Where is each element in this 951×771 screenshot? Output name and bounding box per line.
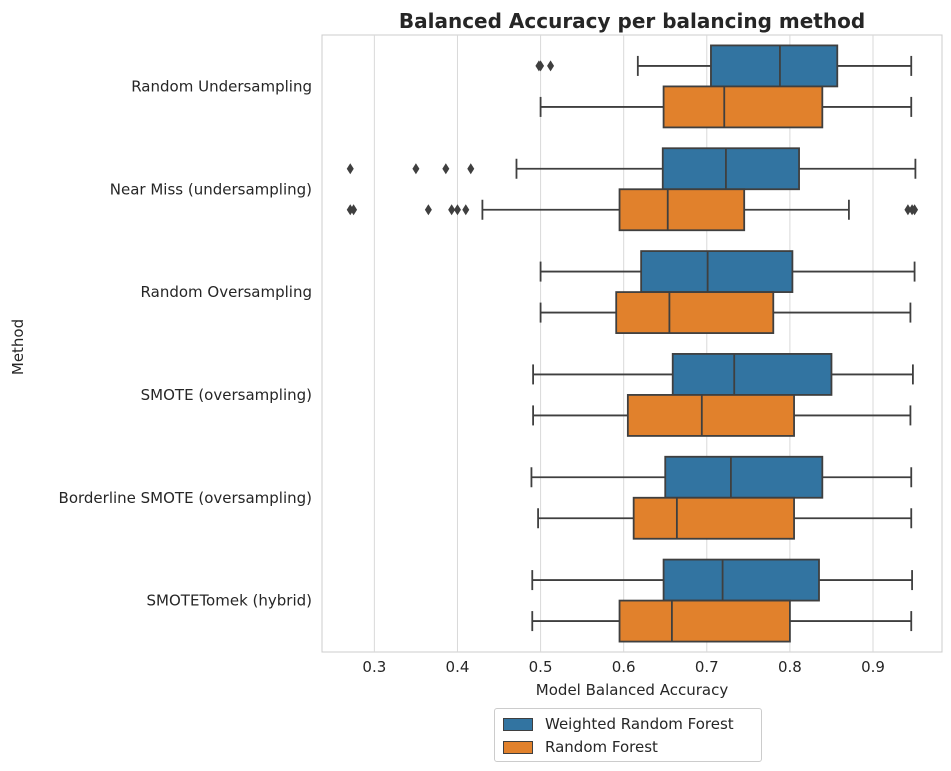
outlier-marker — [442, 163, 450, 175]
box-0-1 — [346, 147, 917, 191]
box-1-0 — [539, 85, 913, 129]
x-axis-label: Model Balanced Accuracy — [536, 681, 729, 699]
outlier-marker — [453, 204, 461, 216]
box-iqr — [662, 85, 824, 129]
outlier-marker — [467, 163, 475, 175]
legend: Weighted Random Forest Random Forest — [494, 708, 762, 762]
box-iqr — [671, 353, 833, 396]
y-tick-label: Borderline SMOTE (oversampling) — [59, 489, 312, 507]
box-1-4 — [537, 496, 913, 540]
y-axis-label: Method — [9, 319, 27, 375]
x-tick-label: 0.3 — [362, 658, 386, 676]
x-tick-label: 0.9 — [861, 658, 885, 676]
box-0-5 — [531, 558, 913, 602]
legend-label: Random Forest — [545, 738, 658, 756]
box-1-3 — [532, 394, 912, 437]
box-0-3 — [532, 353, 914, 396]
box-iqr — [661, 147, 800, 191]
y-tick-label: SMOTETomek (hybrid) — [147, 592, 312, 610]
outlier-marker — [448, 204, 456, 216]
y-tick-label: SMOTE (oversampling) — [141, 386, 312, 404]
plot-area — [321, 34, 943, 653]
chart-title: Balanced Accuracy per balancing method — [399, 9, 865, 33]
box-iqr — [626, 394, 795, 437]
outlier-marker — [537, 60, 545, 72]
box-iqr — [662, 558, 820, 602]
box-0-0 — [535, 44, 913, 88]
legend-swatch-orange — [503, 740, 533, 754]
box-1-2 — [539, 291, 912, 334]
box-1-5 — [531, 599, 913, 643]
y-tick-label: Near Miss (undersampling) — [110, 180, 312, 198]
y-tick-label: Random Oversampling — [141, 283, 312, 301]
legend-swatch-blue — [503, 717, 533, 731]
x-tick-label: 0.7 — [695, 658, 719, 676]
box-iqr — [664, 455, 824, 499]
legend-item-weighted-random-forest: Weighted Random Forest — [503, 714, 734, 734]
legend-label: Weighted Random Forest — [545, 715, 734, 733]
box-groups — [346, 44, 919, 643]
box-iqr — [615, 291, 775, 334]
outlier-marker — [350, 204, 358, 216]
x-tick-label: 0.8 — [778, 658, 802, 676]
y-tick-labels: Random Undersampling Near Miss (undersamp… — [59, 77, 312, 609]
box-iqr — [632, 496, 795, 540]
legend-item-random-forest: Random Forest — [503, 737, 658, 757]
box-1-1 — [346, 188, 919, 232]
x-tick-label: 0.4 — [446, 658, 470, 676]
box-0-2 — [539, 250, 916, 293]
x-tick-labels: 0.3 0.4 0.5 0.6 0.7 0.8 0.9 — [362, 658, 885, 676]
outlier-marker — [462, 204, 470, 216]
outlier-marker — [904, 204, 912, 216]
outlier-marker — [547, 60, 555, 72]
y-tick-label: Random Undersampling — [131, 77, 312, 95]
box-iqr — [618, 188, 746, 232]
box-iqr — [618, 599, 791, 643]
box-iqr — [640, 250, 794, 293]
outlier-marker — [346, 163, 354, 175]
x-tick-label: 0.6 — [612, 658, 636, 676]
outlier-marker — [412, 163, 420, 175]
grid-lines — [373, 35, 874, 652]
box-iqr — [710, 44, 839, 88]
outlier-marker — [424, 204, 432, 216]
x-tick-label: 0.5 — [529, 658, 553, 676]
outlier-marker — [911, 204, 919, 216]
